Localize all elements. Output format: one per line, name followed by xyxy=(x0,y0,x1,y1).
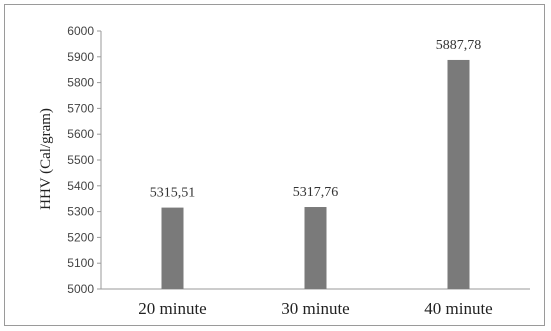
y-axis-title: HHV (Cal/gram) xyxy=(38,108,54,210)
bars xyxy=(161,59,470,289)
x-tick-label: 20 minute xyxy=(138,299,206,318)
bar xyxy=(447,59,470,289)
y-tick-label: 5700 xyxy=(67,101,94,115)
x-tick-label: 30 minute xyxy=(281,299,349,318)
y-axis-ticks: 5000 5100 5200 5300 5400 5500 5600 5700 5800 5900… xyxy=(67,24,101,296)
bar xyxy=(304,207,327,289)
data-label: 5317,76 xyxy=(293,185,339,200)
y-tick-label: 5900 xyxy=(67,50,94,64)
y-tick-label: 5300 xyxy=(67,205,94,219)
y-tick-label: 5400 xyxy=(67,179,94,193)
data-label: 5315,51 xyxy=(150,186,196,201)
data-label: 5887,78 xyxy=(436,38,482,53)
y-tick-label: 5100 xyxy=(67,256,94,270)
y-tick-label: 5500 xyxy=(67,153,94,167)
bar xyxy=(161,207,184,289)
x-axis-ticks: 20 minute 30 minute 40 minute xyxy=(138,299,492,318)
y-tick-label: 5200 xyxy=(67,230,94,244)
y-tick-label: 5600 xyxy=(67,127,94,141)
y-tick-label: 5000 xyxy=(67,282,94,296)
x-tick-label: 40 minute xyxy=(424,299,492,318)
data-labels: 5315,51 5317,76 5887,78 xyxy=(150,38,482,201)
y-tick-label: 6000 xyxy=(67,24,94,38)
y-tick-label: 5800 xyxy=(67,76,94,90)
